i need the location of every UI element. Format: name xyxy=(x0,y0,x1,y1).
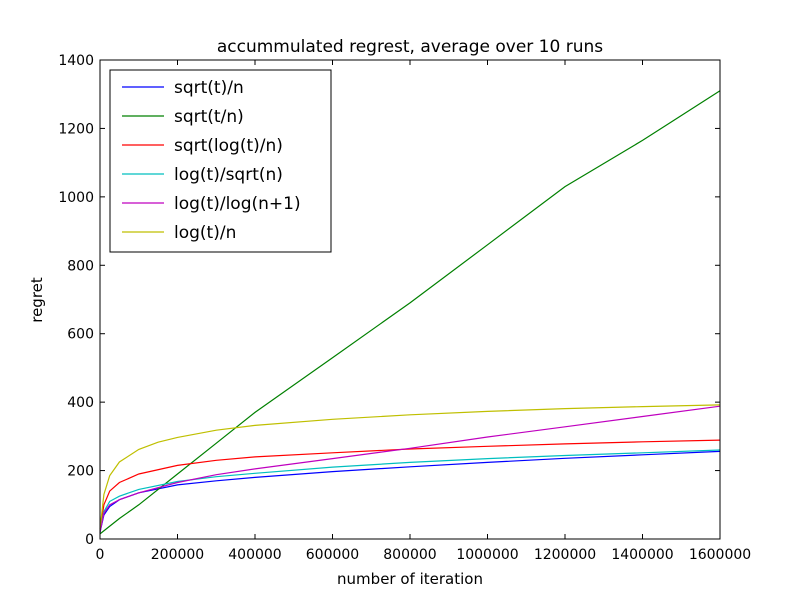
legend-label: log(t)/sqrt(n) xyxy=(174,165,283,185)
x-tick-label: 1200000 xyxy=(534,547,596,563)
legend-label: log(t)/n xyxy=(174,223,236,243)
series-line-1 xyxy=(99,90,721,535)
legend-label: sqrt(t)/n xyxy=(174,78,244,98)
legend-label: sqrt(t/n) xyxy=(174,107,244,127)
series-line-4 xyxy=(99,405,721,533)
y-tick-label: 0 xyxy=(85,532,94,548)
axis-ticks: 0 200000 400000 600000 800000 1000000 1200000 1… xyxy=(58,53,751,563)
series-line-5 xyxy=(99,404,721,529)
legend-label: log(t)/log(n+1) xyxy=(174,194,301,214)
x-tick-label: 1600000 xyxy=(689,547,751,563)
series-line-0 xyxy=(99,450,721,533)
y-tick-label: 1200 xyxy=(58,121,94,137)
x-tick-label: 400000 xyxy=(228,547,281,563)
legend-label: sqrt(log(t)/n) xyxy=(174,136,283,156)
y-tick-label: 800 xyxy=(67,258,94,274)
y-tick-label: 600 xyxy=(67,327,94,343)
x-tick-label: 200000 xyxy=(151,547,204,563)
x-tick-label: 800000 xyxy=(383,547,436,563)
x-tick-label: 1000000 xyxy=(456,547,518,563)
y-tick-label: 1400 xyxy=(58,53,94,69)
y-tick-label: 1000 xyxy=(58,190,94,206)
series-line-3 xyxy=(99,449,721,533)
x-axis-label: number of iteration xyxy=(337,570,483,588)
plot-lines xyxy=(99,90,721,535)
legend: sqrt(t)/n sqrt(t/n) sqrt(log(t)/n) log(t)/s… xyxy=(109,69,332,253)
y-tick-label: 400 xyxy=(67,395,94,411)
y-tick-label: 200 xyxy=(67,464,94,480)
x-tick-label: 600000 xyxy=(306,547,359,563)
legend-box xyxy=(109,69,332,253)
y-axis-label: regret xyxy=(28,277,46,323)
x-tick-label: 0 xyxy=(96,547,105,563)
series-line-2 xyxy=(99,439,721,531)
x-tick-label: 1400000 xyxy=(611,547,673,563)
chart-title: accummulated regrest, average over 10 ru… xyxy=(217,37,603,57)
